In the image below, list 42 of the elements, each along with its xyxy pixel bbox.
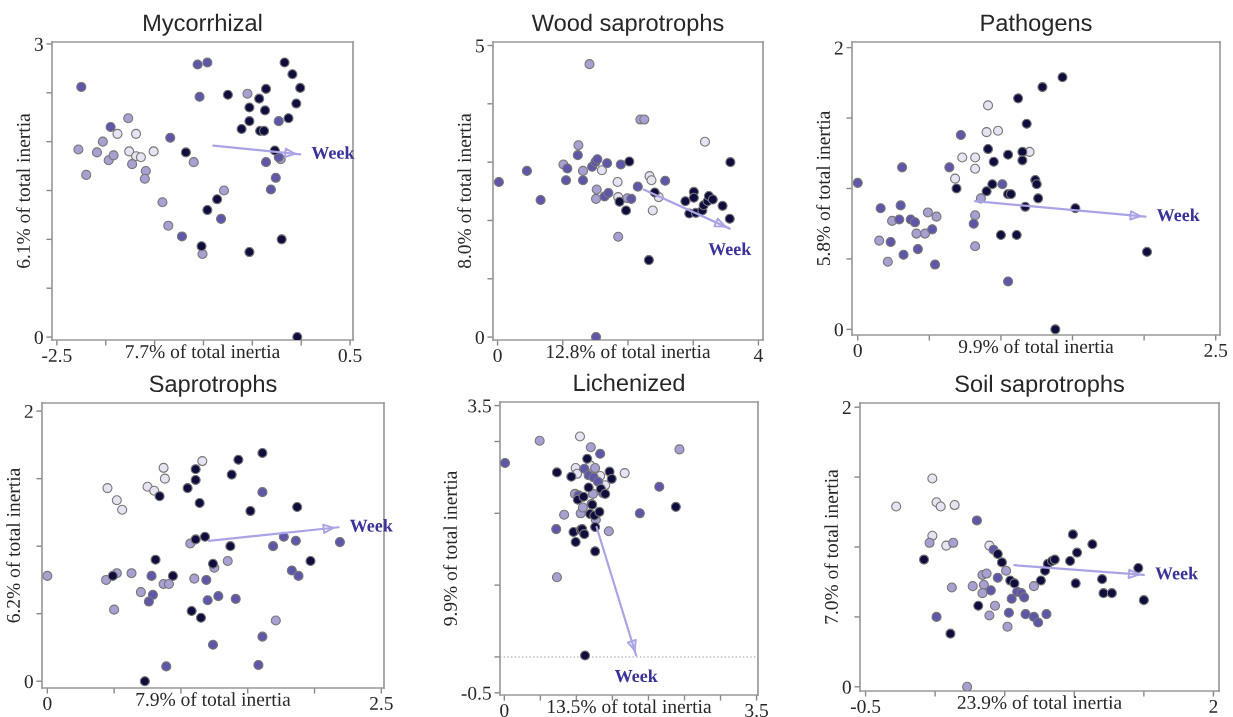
y-axis-title: 6.1% of total inertia	[16, 113, 31, 268]
chart-title: Pathogens	[981, 13, 1092, 36]
annotation: Week	[349, 519, 393, 532]
x-tick-label: 2	[1209, 699, 1218, 713]
chart-title: Saprotrophs	[149, 374, 277, 397]
x-axis-title: 12.8% of total inertia	[547, 344, 711, 359]
x-axis-title: 7.9% of total inertia	[136, 692, 291, 707]
x-axis-title: 13.5% of total inertia	[548, 699, 712, 714]
x-tick-label: 2.5	[370, 696, 393, 711]
x-axis-title: 9.9% of total inertia	[958, 339, 1114, 354]
annotation: Week	[1156, 208, 1200, 222]
annotation: Week	[1155, 566, 1199, 580]
x-tick-label: 2.5	[1204, 343, 1228, 358]
x-axis-title: 23.9% of total inertia	[957, 695, 1122, 710]
x-tick-label: -2.5	[42, 348, 72, 363]
x-tick-label: 4	[753, 349, 763, 362]
chart-title: Mycorrhizal	[144, 13, 262, 36]
x-tick-label: 0.5	[338, 348, 362, 363]
x-tick-label: 0	[853, 343, 862, 358]
y-tick-label: 5	[476, 39, 484, 53]
annotation: Week	[311, 146, 355, 159]
y-axis-title: 6.2% of total inertia	[6, 468, 21, 623]
chart-title: Soil saprotrophs	[955, 374, 1124, 397]
y-tick-label: 0	[834, 323, 843, 337]
annotation: Week	[708, 242, 752, 256]
chart-title: Lichenized	[574, 373, 684, 392]
y-tick-label: 0	[842, 680, 851, 694]
x-axis-title: 7.7% of total inertia	[126, 344, 280, 359]
x-tick-label: 3.5	[745, 703, 768, 717]
y-tick-label: 3.5	[468, 399, 491, 413]
x-tick-label: 0	[500, 703, 509, 717]
y-axis-title: 8.0% of total inertia	[457, 113, 472, 269]
y-tick-label: 2	[834, 41, 843, 55]
y-axis-title: 7.0% of total inertia	[824, 469, 839, 624]
y-axis-title: 9.9% of total inertia	[443, 471, 458, 626]
y-tick-label: 0	[475, 330, 484, 345]
annotation: Week	[614, 669, 658, 683]
x-tick-label: 0	[493, 348, 502, 363]
y-tick-label: 3	[34, 37, 43, 51]
y-tick-label: -0.5	[461, 686, 491, 700]
y-axis-title: 5.8% of total inertia	[816, 111, 831, 266]
chart-title: Wood saprotrophs	[531, 13, 724, 36]
